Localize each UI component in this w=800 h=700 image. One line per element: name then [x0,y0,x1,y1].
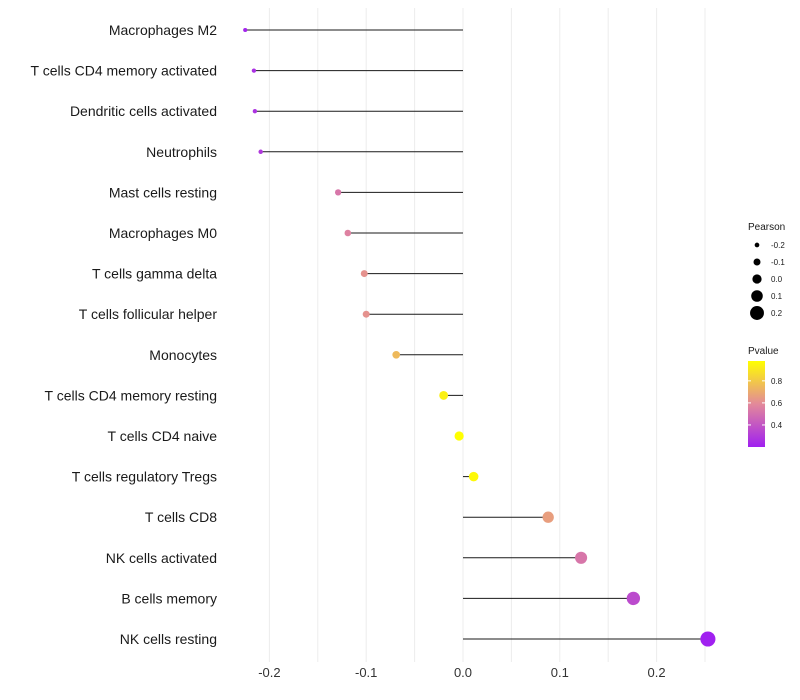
lollipop-point [700,631,716,647]
pearson-legend-key [753,258,761,266]
x-tick-label: 0.0 [454,665,472,680]
lollipop-point [454,431,464,441]
category-label: T cells CD8 [145,509,217,525]
category-label: T cells CD4 memory resting [45,387,217,403]
lollipop-point [334,189,342,196]
stem-layer [245,29,708,640]
pvalue-tick-label: 0.4 [771,421,783,430]
lollipop-point [542,511,554,523]
lollipop-point [392,350,401,359]
pearson-legend: Pearson -0.2 -0.1 0.0 0.1 0.2 [748,222,785,320]
category-label: B cells memory [121,590,217,606]
x-tick-label: -0.2 [258,665,280,680]
lollipop-point [626,591,641,606]
pvalue-colorbar [748,361,765,447]
category-label: Dendritic cells activated [70,103,217,119]
category-label: T cells CD4 naive [108,428,218,444]
pearson-legend-label: -0.1 [771,258,785,267]
pearson-legend-key [750,306,764,320]
category-label: Macrophages M0 [109,225,217,241]
category-label: NK cells resting [120,631,217,647]
lollipop-point [360,270,368,278]
lollipop-point [243,27,248,33]
pvalue-tick-label: 0.8 [771,377,783,386]
lollipop-point [252,109,258,114]
lollipop-point [575,551,588,564]
x-tick-label: -0.1 [355,665,377,680]
category-label: T cells follicular helper [79,306,218,322]
pearson-legend-key [752,274,762,284]
category-label: T cells gamma delta [92,266,217,282]
category-label: T cells CD4 memory activated [31,63,217,79]
point-layer [243,27,716,647]
x-tick-label: 0.2 [648,665,666,680]
lollipop-point [258,149,263,155]
category-label: Neutrophils [146,144,217,160]
grid-layer [268,8,706,662]
x-tick-labels: -0.2 -0.1 0.0 0.1 0.2 [258,665,665,680]
pearson-legend-label: 0.0 [771,275,783,284]
pvalue-legend-title: Pvalue [748,346,779,357]
category-label: Monocytes [149,347,217,363]
category-labels: Macrophages M2 T cells CD4 memory activat… [31,22,218,647]
pvalue-tick-label: 0.6 [771,399,783,408]
lollipop-point [362,310,370,318]
pearson-legend-label: -0.2 [771,241,785,250]
x-tick-label: 0.1 [551,665,569,680]
lollipop-point [344,229,352,237]
category-label: Mast cells resting [109,184,217,200]
lollipop-point [251,68,257,73]
pearson-legend-label: 0.2 [771,309,783,318]
category-label: T cells regulatory Tregs [72,469,217,485]
category-label: NK cells activated [106,550,217,566]
pvalue-legend: Pvalue 0.4 0.6 0.8 [748,346,783,447]
pearson-legend-key [754,242,760,248]
lollipop-point [439,390,449,400]
pearson-legend-label: 0.1 [771,292,783,301]
lollipop-point [468,471,479,482]
pearson-legend-title: Pearson [748,222,785,233]
pearson-legend-key [751,290,763,302]
category-label: Macrophages M2 [109,22,217,38]
